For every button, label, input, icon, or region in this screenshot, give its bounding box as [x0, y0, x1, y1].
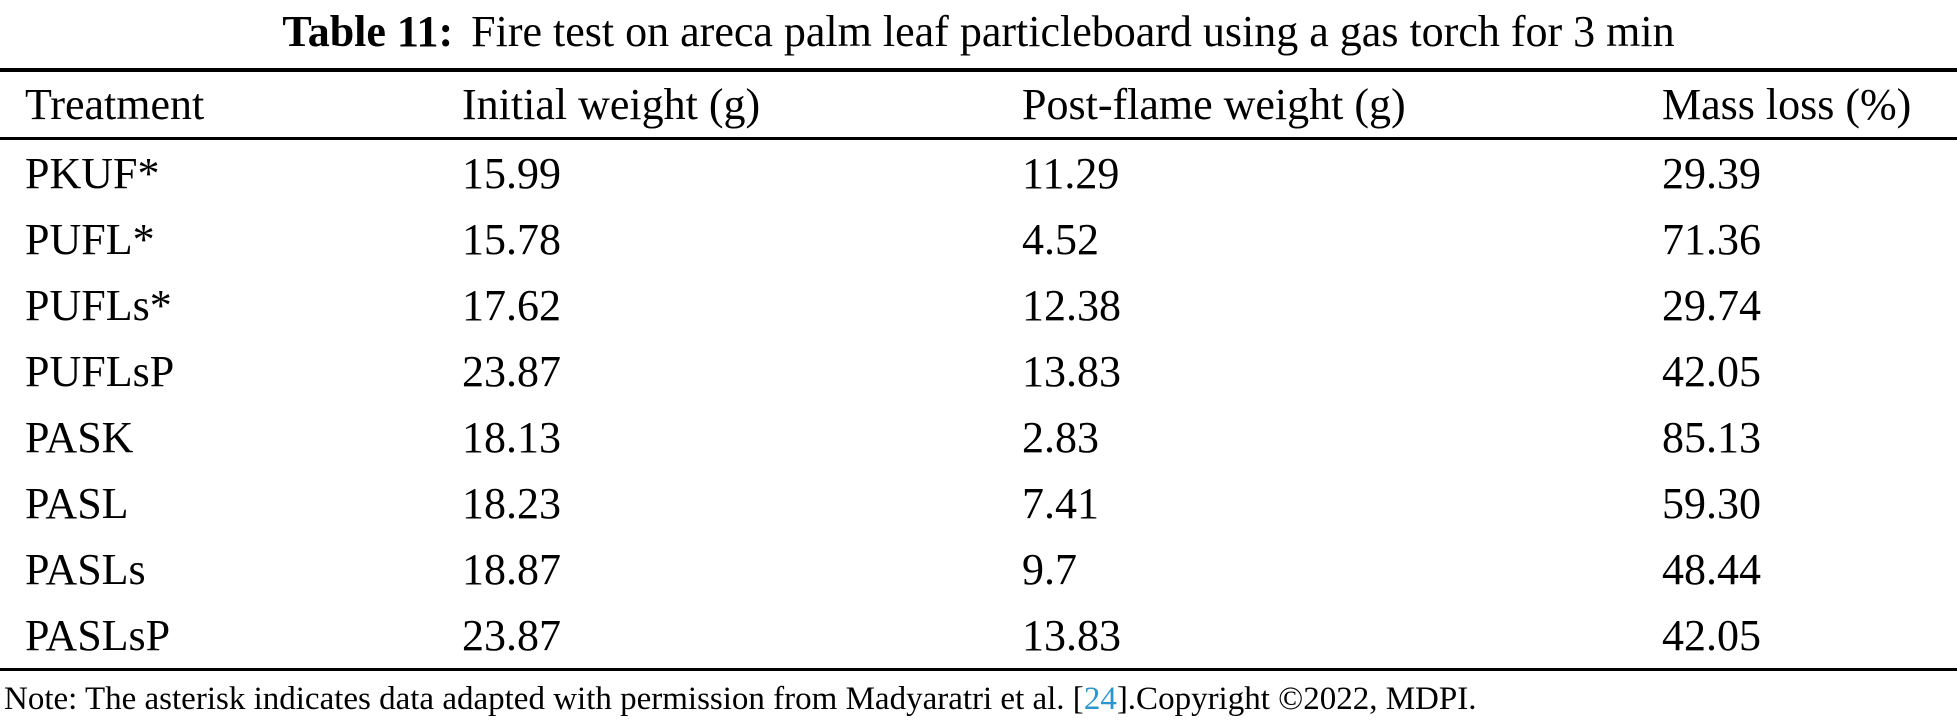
- cell-initial-weight: 23.87: [462, 610, 561, 660]
- cell-mass-loss: 48.44: [1662, 544, 1761, 594]
- cell-post-flame-weight: 9.7: [1022, 544, 1077, 594]
- cell-post-flame-weight: 4.52: [1022, 214, 1099, 264]
- table-row: PASLsP 23.87 13.83 42.05: [0, 602, 1957, 668]
- cell-initial-weight: 15.99: [462, 148, 561, 198]
- cell-mass-loss: 71.36: [1662, 214, 1761, 264]
- cell-post-flame-weight: 13.83: [1022, 610, 1121, 660]
- cell-mass-loss: 29.74: [1662, 280, 1761, 330]
- cell-mass-loss: 42.05: [1662, 610, 1761, 660]
- cell-mass-loss: 59.30: [1662, 478, 1761, 528]
- cell-mass-loss: 85.13: [1662, 412, 1761, 462]
- cell-initial-weight: 18.87: [462, 544, 561, 594]
- cell-post-flame-weight: 12.38: [1022, 280, 1121, 330]
- cell-mass-loss: 42.05: [1662, 346, 1761, 396]
- citation-link[interactable]: 24: [1083, 681, 1117, 717]
- table-header-row: Treatment Initial weight (g) Post-flame …: [0, 72, 1957, 140]
- column-header-initial-weight: Initial weight (g): [462, 80, 761, 129]
- cell-initial-weight: 17.62: [462, 280, 561, 330]
- column-header-treatment: Treatment: [25, 80, 205, 129]
- column-header-mass-loss: Mass loss (%): [1662, 80, 1912, 129]
- table-title: Table 11: Fire test on areca palm leaf pa…: [0, 4, 1957, 59]
- table-row: PUFLsP 23.87 13.83 42.05: [0, 338, 1957, 404]
- table-row: PASL 18.23 7.41 59.30: [0, 470, 1957, 536]
- footnote: Note: The asterisk indicates data adapte…: [4, 681, 1476, 718]
- cell-treatment: PUFLs*: [25, 280, 172, 330]
- cell-treatment: PASLs: [25, 544, 146, 594]
- table-row: PKUF* 15.99 11.29 29.39: [0, 140, 1957, 206]
- cell-initial-weight: 15.78: [462, 214, 561, 264]
- footnote-text-before: Note: The asterisk indicates data adapte…: [4, 681, 1084, 717]
- cell-initial-weight: 23.87: [462, 346, 561, 396]
- data-table: Treatment Initial weight (g) Post-flame …: [0, 68, 1957, 671]
- cell-post-flame-weight: 7.41: [1022, 478, 1099, 528]
- cell-treatment: PASL: [25, 478, 129, 528]
- cell-initial-weight: 18.13: [462, 412, 561, 462]
- cell-treatment: PUFLsP: [25, 346, 175, 396]
- footnote-text-after: ].Copyright ©2022, MDPI.: [1116, 681, 1477, 717]
- cell-post-flame-weight: 2.83: [1022, 412, 1099, 462]
- cell-treatment: PUFL*: [25, 214, 155, 264]
- cell-treatment: PASK: [25, 412, 134, 462]
- cell-treatment: PASLsP: [25, 610, 171, 660]
- table-row: PASK 18.13 2.83 85.13: [0, 404, 1957, 470]
- column-header-post-flame-weight: Post-flame weight (g): [1022, 80, 1406, 129]
- cell-initial-weight: 18.23: [462, 478, 561, 528]
- table-row: PASLs 18.87 9.7 48.44: [0, 536, 1957, 602]
- cell-mass-loss: 29.39: [1662, 148, 1761, 198]
- table-title-caption: Fire test on areca palm leaf particleboa…: [471, 7, 1675, 56]
- table-title-label: Table 11:: [282, 7, 454, 56]
- table-row: PUFLs* 17.62 12.38 29.74: [0, 272, 1957, 338]
- cell-post-flame-weight: 11.29: [1022, 148, 1120, 198]
- table-row: PUFL* 15.78 4.52 71.36: [0, 206, 1957, 272]
- cell-treatment: PKUF*: [25, 148, 160, 198]
- cell-post-flame-weight: 13.83: [1022, 346, 1121, 396]
